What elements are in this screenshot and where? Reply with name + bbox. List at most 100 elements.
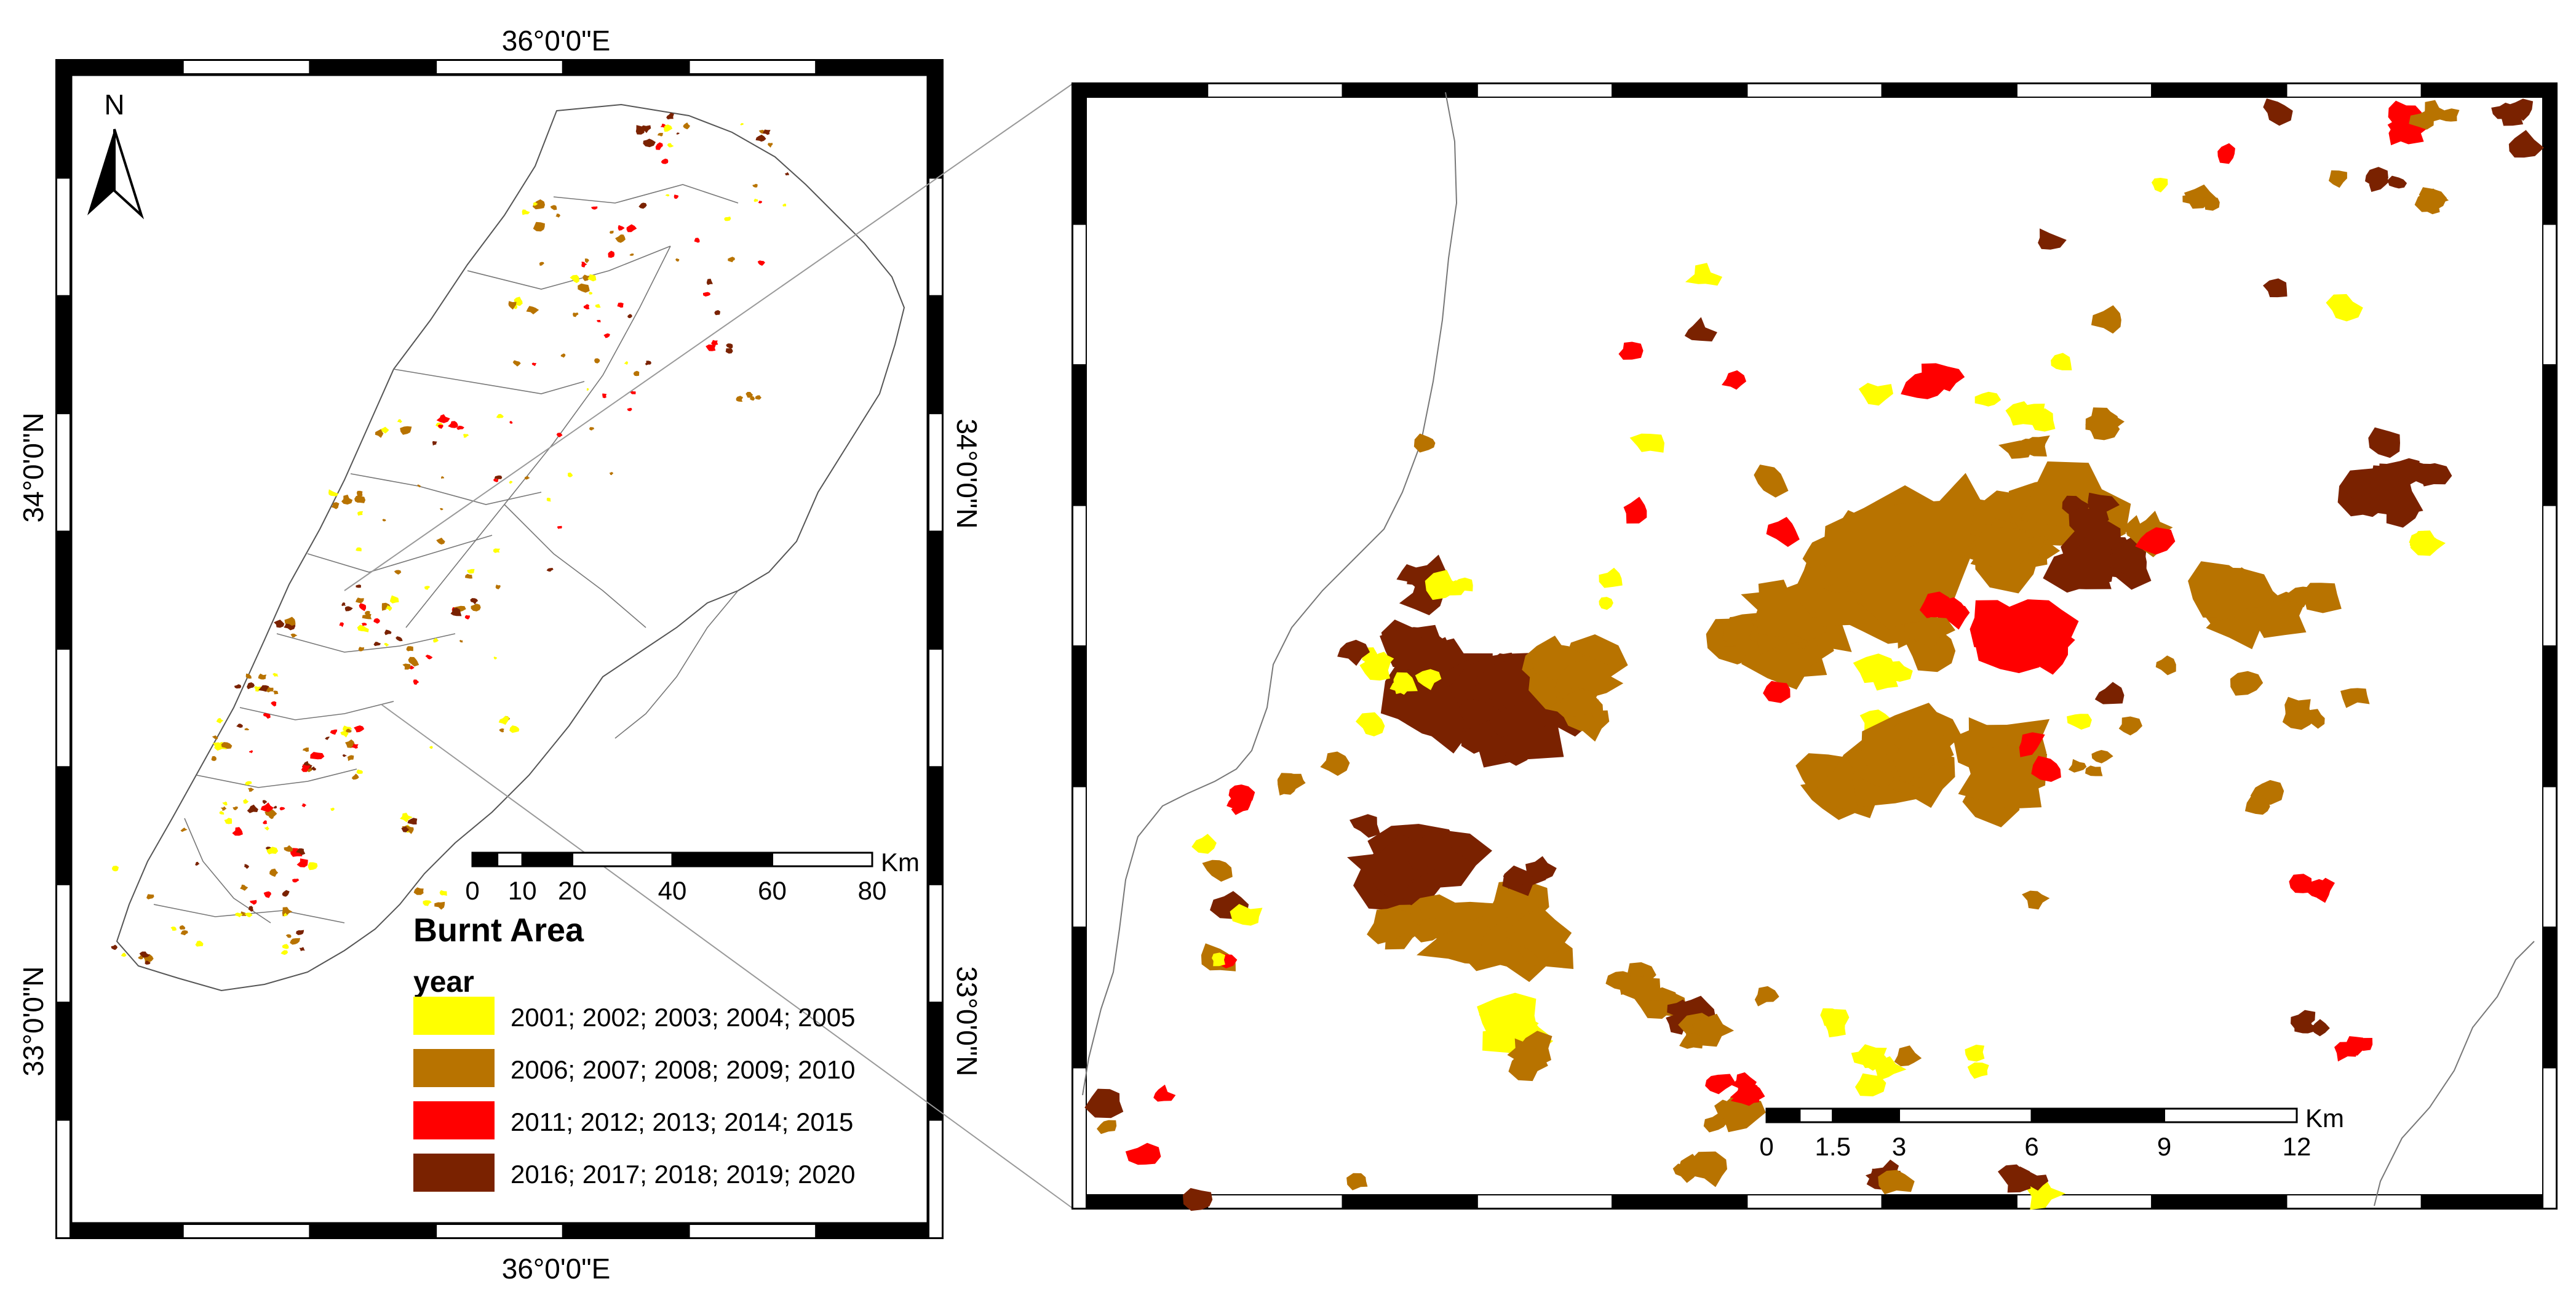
scale-bar-segment <box>2163 1107 2298 1123</box>
overview-burnt-patch <box>247 788 255 792</box>
overview-burnt-patch <box>243 799 249 804</box>
overview-coord-right-lower: 33°0'0"N <box>951 966 983 1076</box>
overview-burnt-patch <box>245 781 252 786</box>
overview-burnt-patch <box>425 655 433 660</box>
overview-burnt-patch <box>258 673 267 680</box>
overview-burnt-patch <box>271 701 277 707</box>
border-tick-right <box>928 1002 943 1121</box>
legend: Burnt Area year 2001; 2002; 2003; 2004; … <box>413 912 856 1192</box>
inset-burnt-patch <box>1730 1081 1765 1106</box>
overview-burnt-patch <box>509 481 513 484</box>
overview-burnt-patch <box>495 584 501 589</box>
overview-burnt-patch <box>308 862 318 871</box>
inset-burnt-patch <box>1974 391 2002 407</box>
overview-burnt-patch <box>439 508 443 511</box>
overview-burnt-patch <box>236 724 243 728</box>
border-tick-top <box>1746 83 1883 98</box>
overview-burnt-patch <box>413 887 424 895</box>
overview-burnt-patch <box>624 361 629 365</box>
overview-burnt-patch <box>244 728 250 730</box>
scale-bar-tick-label: 3 <box>1892 1132 1906 1161</box>
overview-burnt-patch <box>755 395 761 400</box>
overview-burnt-patch <box>311 766 316 771</box>
inset-burnt-patch <box>2069 507 2109 540</box>
border-tick-left <box>1072 786 1087 928</box>
overview-burnt-patch <box>736 396 744 402</box>
border-tick-left <box>1072 1067 1087 1209</box>
inset-burnt-patch <box>2133 511 2173 541</box>
scale-bar-tick-label: 40 <box>658 876 687 905</box>
inset-burnt-patch <box>1277 773 1306 796</box>
overview-burnt-patch <box>714 310 720 316</box>
scale-bar-tick-label: 10 <box>508 876 537 905</box>
border-tick-top <box>1476 83 1613 98</box>
inset-burnt-patch <box>1858 383 1893 406</box>
overview-burnt-patch <box>436 414 450 423</box>
border-tick-right <box>928 60 943 179</box>
overview-burnt-patch <box>423 900 432 906</box>
overview-burnt-patch <box>758 201 763 204</box>
inset-burnt-patch <box>2217 143 2235 164</box>
border-tick-top <box>1881 83 2017 98</box>
border-tick-bottom <box>309 1224 437 1238</box>
overview-burnt-patch <box>595 304 601 308</box>
overview-burnt-patch <box>463 434 469 438</box>
overview-burnt-patch <box>254 686 262 692</box>
overview-burnt-patch <box>702 292 711 297</box>
scale-bar-segment <box>771 851 873 867</box>
overview-burnt-patch <box>341 495 353 505</box>
inset-burnt-patch <box>1502 865 1547 896</box>
overview-burnt-patch <box>224 818 233 824</box>
overview-burnt-patch <box>594 358 600 364</box>
overview-burnt-patch <box>290 938 301 945</box>
border-tick-top <box>2151 83 2288 98</box>
scale-bar-segment <box>1799 1107 1834 1123</box>
inset-burnt-patch <box>2067 714 2092 730</box>
inset-burnt-patch <box>2409 110 2434 130</box>
inset-burnt-patch <box>2230 671 2264 696</box>
overview-burnt-patch <box>757 260 765 266</box>
inset-burnt-patch <box>2289 874 2313 893</box>
inset-burnt-patch <box>1202 859 1233 882</box>
north-arrow: N <box>87 89 145 220</box>
overview-burnt-patch <box>470 598 479 605</box>
inset-burnt-patch <box>1599 597 1613 610</box>
overview-burnt-patch <box>345 728 352 733</box>
overview-burnt-patch <box>556 433 563 437</box>
overview-burnt-patch <box>509 421 513 424</box>
overview-burnt-patch <box>627 314 632 319</box>
inset-burnt-patch <box>2414 188 2449 212</box>
legend-label: 2006; 2007; 2008; 2009; 2010 <box>511 1055 856 1084</box>
inset-burnt-patch <box>1125 1142 1161 1165</box>
overview-burnt-patch <box>725 348 733 354</box>
inset-burnt-patch <box>2038 228 2067 250</box>
border-tick-right <box>928 1119 943 1238</box>
border-tick-right <box>928 530 943 650</box>
overview-burnt-patch <box>299 947 305 951</box>
border-tick-left <box>56 530 71 650</box>
overview-coord-left-upper: 34°0'0"N <box>17 412 49 522</box>
overview-burnt-patch <box>290 633 298 638</box>
inset-burnt-patch <box>2027 1171 2049 1191</box>
inset-burnt-patch <box>2387 175 2407 189</box>
overview-burnt-patch <box>139 951 150 958</box>
inset-burnt-patch <box>2263 278 2288 298</box>
overview-burnt-patch <box>266 687 274 693</box>
scale-bar-segment <box>571 851 674 867</box>
border-tick-right <box>2542 364 2557 506</box>
inset-burnt-patch <box>1566 658 1624 696</box>
inset-burnt-patch <box>1911 363 1952 396</box>
overview-burnt-patch <box>358 647 365 652</box>
inset-burnt-patch <box>2411 463 2452 487</box>
overview-burnt-patch <box>212 735 218 740</box>
overview-burnt-patch <box>296 858 308 867</box>
overview-burnt-patch <box>240 884 248 891</box>
overview-burnt-patch <box>263 712 271 719</box>
overview-burnt-patch <box>180 930 188 936</box>
scale-bar-unit: Km <box>881 848 920 877</box>
overview-burnt-patch <box>726 343 733 349</box>
overview-burnt-patch <box>245 673 252 679</box>
border-tick-left <box>56 766 71 885</box>
inset-burnt-patch <box>1667 999 1697 1016</box>
inset-burnt-patch <box>1679 1032 1703 1049</box>
